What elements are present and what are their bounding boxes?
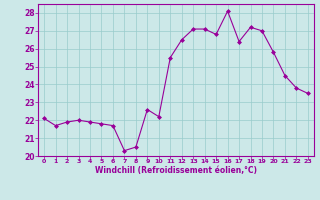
X-axis label: Windchill (Refroidissement éolien,°C): Windchill (Refroidissement éolien,°C): [95, 166, 257, 175]
